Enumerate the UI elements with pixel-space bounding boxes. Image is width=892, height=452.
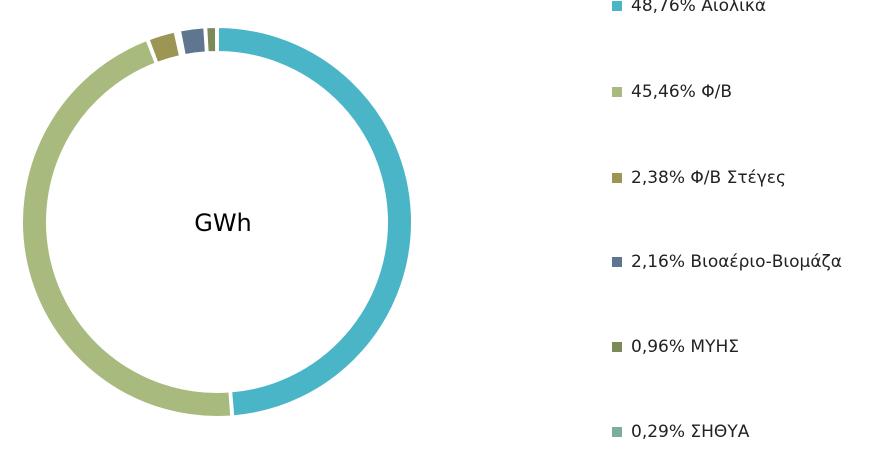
legend-swatch xyxy=(612,257,622,267)
legend-label: 48,76% Αιολικά xyxy=(631,0,767,16)
legend-swatch xyxy=(612,87,622,97)
legend-label: 2,38% Φ/Β Στέγες xyxy=(631,168,786,188)
donut-plot: GWh xyxy=(21,25,413,418)
legend-item: 0,96% ΜΥΗΣ xyxy=(612,337,739,357)
legend-label: 2,16% Βιοαέριο-Βιομάζα xyxy=(631,252,842,272)
donut-slice-1 xyxy=(21,38,233,418)
donut-slice-4 xyxy=(205,25,218,54)
legend-swatch xyxy=(612,427,622,437)
donut-slice-0 xyxy=(216,25,413,418)
legend-item: 0,29% ΣΗΘΥΑ xyxy=(612,422,749,442)
center-label: GWh xyxy=(194,209,252,237)
legend-item: 2,38% Φ/Β Στέγες xyxy=(612,168,786,188)
legend-label: 0,96% ΜΥΗΣ xyxy=(631,337,739,357)
legend-swatch xyxy=(612,173,622,183)
donut-slice-5 xyxy=(175,29,185,57)
donut-slice-3 xyxy=(178,26,207,57)
legend-label: 0,29% ΣΗΘΥΑ xyxy=(631,422,750,442)
legend: 48,76% Αιολικά 45,46% Φ/Β 2,38% Φ/Β Στέγες… xyxy=(612,0,892,452)
legend-item: 45,46% Φ/Β xyxy=(612,82,732,102)
legend-swatch xyxy=(612,342,622,352)
legend-item: 48,76% Αιολικά xyxy=(612,0,766,16)
legend-label: 45,46% Φ/Β xyxy=(631,82,732,102)
legend-swatch xyxy=(612,1,622,11)
legend-item: 2,16% Βιοαέριο-Βιομάζα xyxy=(612,252,842,272)
donut-slice-2 xyxy=(147,30,182,65)
donut-slices xyxy=(21,25,413,418)
